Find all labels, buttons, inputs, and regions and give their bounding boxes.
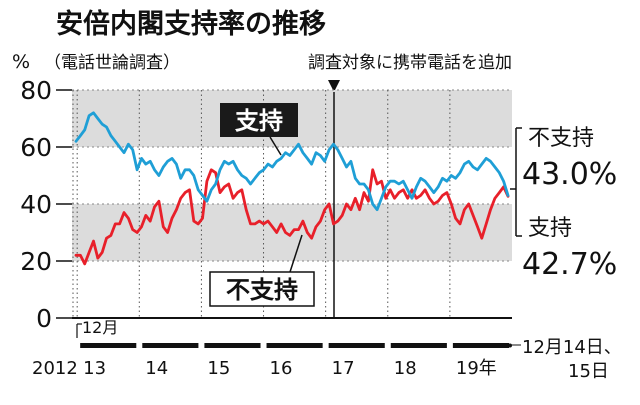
chart-subtitle: （電話世論調査） bbox=[44, 53, 180, 73]
support-final-label: 支持 bbox=[528, 216, 572, 241]
x-tick-label: 17 bbox=[332, 358, 355, 379]
x-tick-label: 15 bbox=[207, 358, 230, 379]
y-tick-label: 80 bbox=[20, 76, 52, 105]
support-inline-label: 支持 bbox=[235, 107, 283, 135]
support-series-line bbox=[74, 168, 510, 266]
support-final-value: 42.7% bbox=[522, 247, 617, 282]
y-tick-label: 0 bbox=[36, 304, 52, 333]
year-bar bbox=[390, 343, 447, 348]
disapprove-final-value: 43.0% bbox=[522, 157, 617, 192]
disapprove-label-pointer bbox=[289, 234, 303, 273]
disapprove-label-box bbox=[209, 271, 315, 307]
disapprove-series-line bbox=[74, 111, 510, 212]
disapprove-final-label: 不支持 bbox=[528, 126, 594, 151]
start-month-label: 12月 bbox=[82, 318, 118, 337]
y-axis-ticks: 0 20 40 60 80 bbox=[20, 76, 72, 333]
year-bar bbox=[204, 343, 261, 348]
end-note-line2: 15日 bbox=[568, 361, 609, 382]
year-bar bbox=[328, 343, 385, 348]
year-bar bbox=[142, 343, 199, 348]
year-bar bbox=[266, 343, 323, 348]
y-unit-label: % bbox=[12, 51, 30, 73]
series-lines bbox=[74, 111, 510, 266]
x-axis-ticks: 13 14 15 16 17 18 19年 bbox=[83, 358, 497, 379]
y-tick-label: 60 bbox=[20, 133, 52, 162]
end-note-line1: 12月14日、 bbox=[522, 337, 622, 358]
x-tick-label: 13 bbox=[83, 358, 106, 379]
year-bars bbox=[80, 343, 512, 348]
x-tick-label: 14 bbox=[145, 358, 168, 379]
y-tick-label: 40 bbox=[20, 190, 52, 219]
chart-title: 安倍内閣支持率の推移 bbox=[56, 8, 326, 40]
start-year-label: 2012 bbox=[32, 358, 78, 379]
mobile-survey-annotation: 調査対象に携帯電話を追加 bbox=[308, 53, 512, 73]
support-label-pointer bbox=[269, 136, 282, 156]
final-value-bracket bbox=[510, 127, 522, 237]
disapprove-inline-label: 不支持 bbox=[226, 276, 298, 304]
year-bar bbox=[452, 343, 509, 348]
support-label-box bbox=[220, 103, 298, 137]
x-tick-label: 19年 bbox=[456, 358, 497, 379]
annotation-marker bbox=[328, 80, 340, 92]
y-tick-label: 20 bbox=[20, 247, 52, 276]
x-tick-label: 16 bbox=[270, 358, 293, 379]
x-tick-label: 18 bbox=[394, 358, 417, 379]
year-bar bbox=[80, 343, 137, 348]
